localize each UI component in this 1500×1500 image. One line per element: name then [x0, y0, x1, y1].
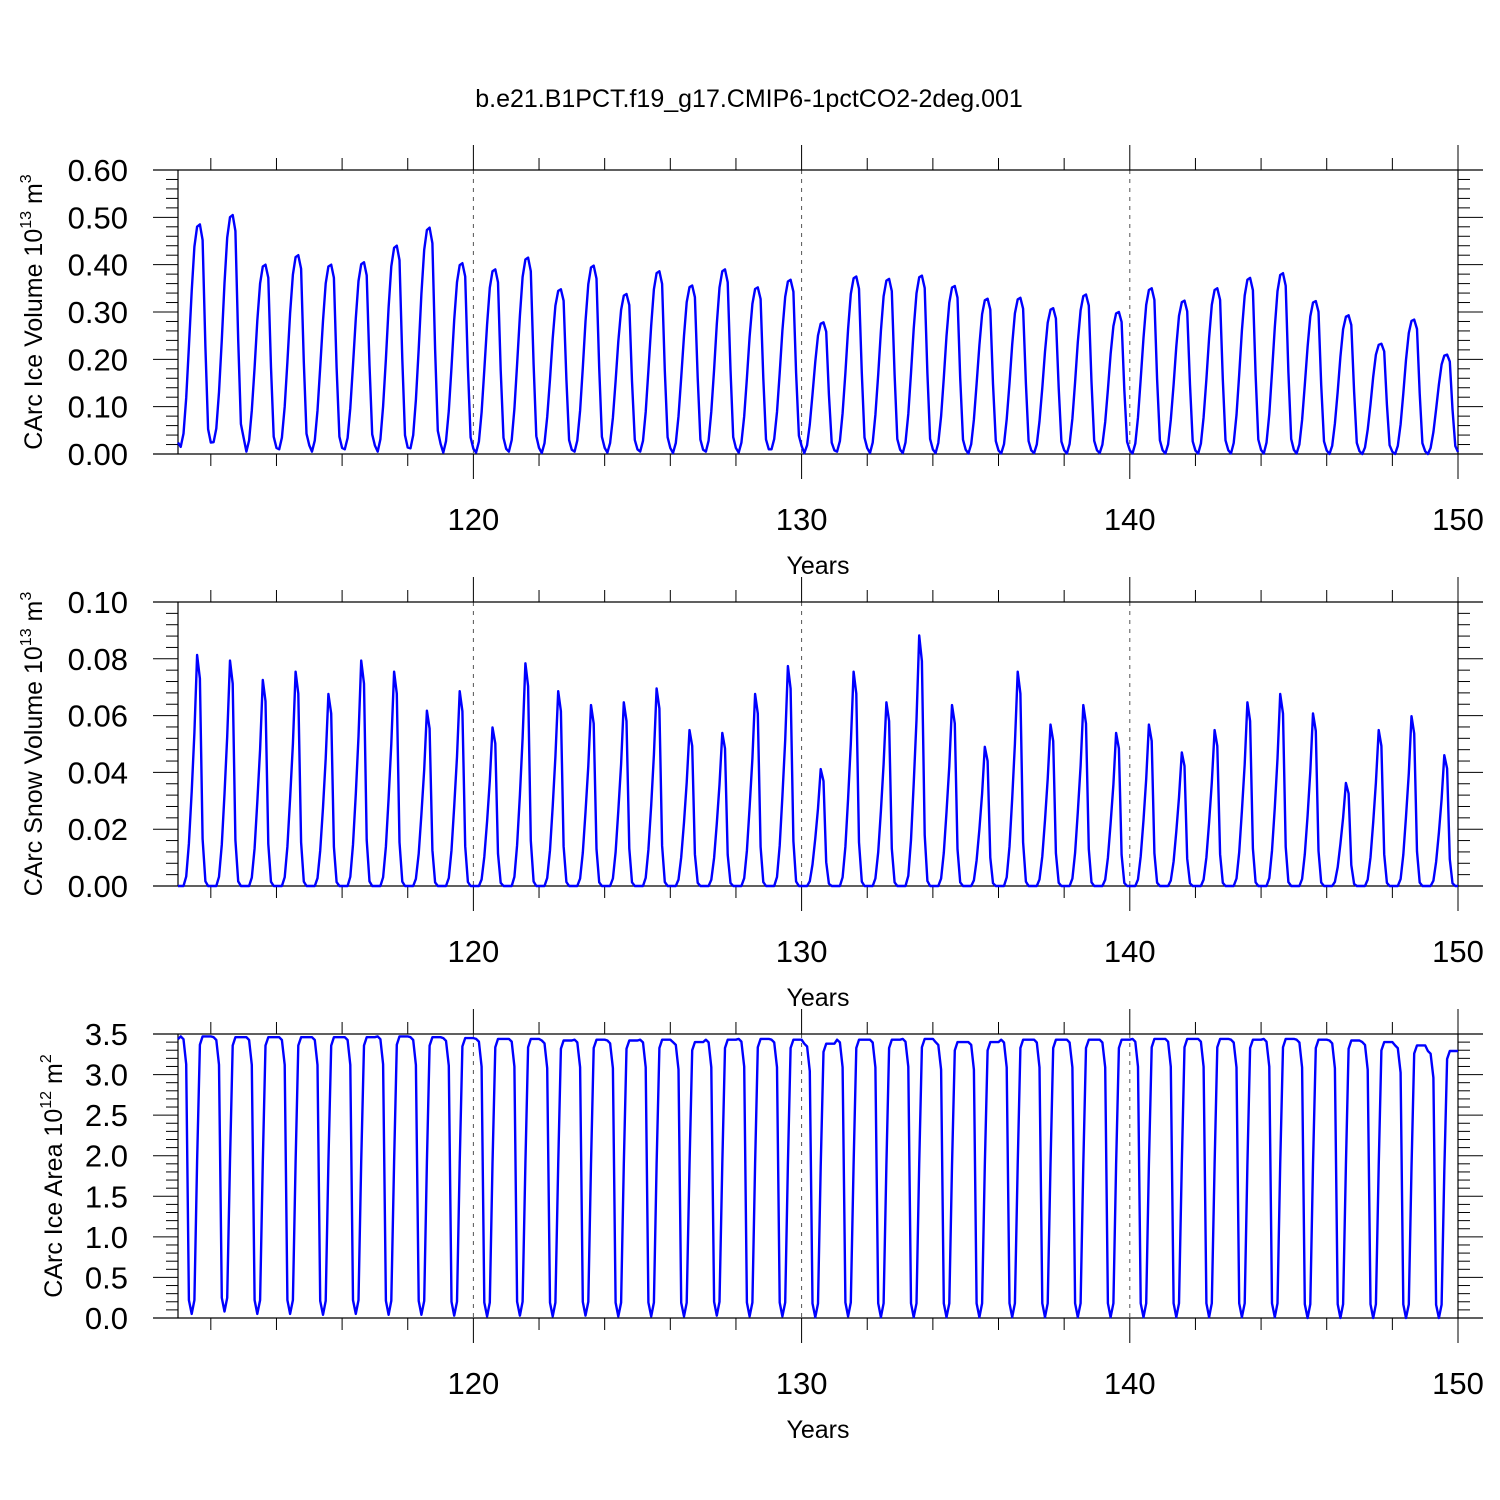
x-axis-label: Years: [786, 552, 849, 580]
y-axis-label: CArc Ice Volume 1013 m3: [18, 174, 48, 450]
panel-ice-volume: 0.00 0.10 0.20 0.30 0.40 0.50 0.60 120 130 140 150…: [18, 145, 1484, 580]
series-line: [177, 1035, 1458, 1320]
x-tick-label: 130: [776, 1366, 828, 1401]
x-axis-label: Years: [786, 1416, 849, 1444]
y-tick-label: 3.0: [85, 1058, 128, 1093]
y-tick-label: 0.08: [68, 642, 128, 677]
y-tick-label: 1.5: [85, 1179, 128, 1214]
panel-ice-area: 0.0 0.5 1.0 1.5 2.0 2.5 3.0 3.5 120 130 140 150 Year…: [38, 1009, 1484, 1444]
x-tick-label: 150: [1432, 1366, 1484, 1401]
y-tick-label: 0.0: [85, 1301, 128, 1336]
x-tick-label: 130: [776, 934, 828, 969]
y-axis-label: CArc Snow Volume 1013 m3: [18, 592, 48, 897]
y-tick-label: 0.02: [68, 812, 128, 847]
x-tick-label: 140: [1104, 502, 1156, 537]
y-tick-label: 0.5: [85, 1260, 128, 1295]
y-tick-label: 0.20: [68, 342, 128, 377]
x-tick-label: 130: [776, 502, 828, 537]
y-tick-label: 3.5: [85, 1017, 128, 1052]
panel-snow-volume: 0.00 0.02 0.04 0.06 0.08 0.10 120 130 140 150 Year…: [18, 577, 1484, 1012]
x-tick-label: 120: [448, 934, 500, 969]
figure-title: b.e21.B1PCT.f19_g17.CMIP6-1pctCO2-2deg.0…: [475, 85, 1023, 113]
y-tick-label: 2.0: [85, 1139, 128, 1174]
y-tick-label: 0.40: [68, 248, 128, 283]
y-tick-label: 0.10: [68, 585, 128, 620]
x-axis-label: Years: [786, 984, 849, 1012]
y-tick-label: 0.00: [68, 869, 128, 904]
x-tick-label: 120: [448, 1366, 500, 1401]
y-axis-label: CArc Ice Area 1012 m2: [38, 1054, 68, 1298]
x-tick-label: 150: [1432, 502, 1484, 537]
y-tick-label: 0.00: [68, 437, 128, 472]
y-tick-label: 0.04: [68, 755, 128, 790]
x-tick-label: 140: [1104, 934, 1156, 969]
y-tick-label: 2.5: [85, 1098, 128, 1133]
x-tick-label: 150: [1432, 934, 1484, 969]
y-tick-label: 0.50: [68, 200, 128, 235]
x-tick-label: 140: [1104, 1366, 1156, 1401]
y-tick-label: 1.0: [85, 1220, 128, 1255]
x-tick-label: 120: [448, 502, 500, 537]
series-line: [178, 634, 1458, 888]
y-tick-label: 0.60: [68, 153, 128, 188]
series-line: [176, 213, 1460, 456]
y-tick-label: 0.30: [68, 295, 128, 330]
y-tick-label: 0.10: [68, 390, 128, 425]
y-tick-label: 0.06: [68, 699, 128, 734]
